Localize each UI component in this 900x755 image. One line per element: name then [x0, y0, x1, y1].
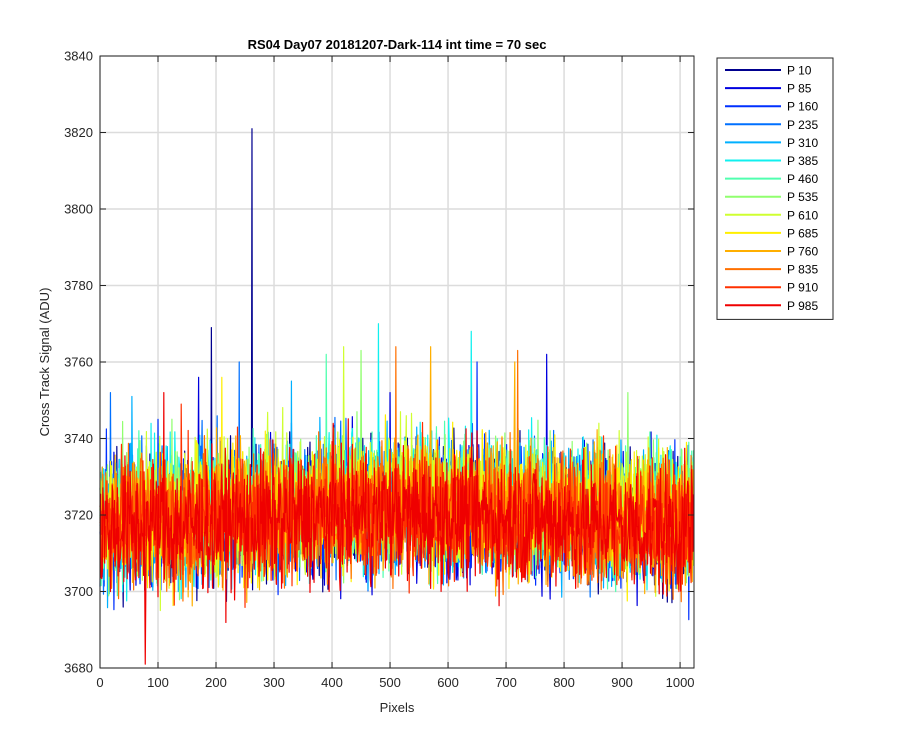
x-tick-label: 400	[321, 675, 343, 690]
legend-label: P 610	[787, 208, 818, 222]
legend-box	[716, 57, 834, 320]
legend: P 10 P 85 P 160 P 235 P 310 P 385 P 460 P 535 P …	[716, 57, 834, 320]
x-tick-label: 700	[495, 675, 517, 690]
legend-label: P 685	[787, 226, 818, 240]
legend-label: P 835	[787, 263, 818, 277]
x-tick-label: 100	[147, 675, 169, 690]
y-tick-label: 3840	[64, 49, 93, 64]
x-tick-label: 500	[379, 675, 401, 690]
y-tick-label: 3740	[64, 431, 93, 446]
legend-label: P 910	[787, 281, 818, 295]
chart-title: RS04 Day07 20181207-Dark-114 int time = …	[248, 37, 547, 52]
x-tick-label: 1000	[666, 675, 695, 690]
y-tick-label: 3800	[64, 202, 93, 217]
legend-label: P 85	[787, 82, 812, 96]
legend-label: P 310	[787, 136, 818, 150]
x-tick-label: 200	[205, 675, 227, 690]
x-tick-label: 900	[611, 675, 633, 690]
x-axis-label: Pixels	[380, 700, 415, 715]
y-axis-label: Cross Track Signal (ADU)	[37, 288, 52, 437]
legend-label: P 535	[787, 190, 818, 204]
ticks: 0 100 200 300 400 500 600 700 800 900 1000 3680 3700…	[64, 49, 694, 691]
x-tick-label: 600	[437, 675, 459, 690]
legend-label: P 985	[787, 299, 818, 313]
x-tick-label: 0	[96, 675, 103, 690]
legend-label: P 160	[787, 100, 818, 114]
x-tick-label: 300	[263, 675, 285, 690]
y-tick-label: 3720	[64, 508, 93, 523]
legend-label: P 235	[787, 118, 818, 132]
legend-label: P 10	[787, 64, 812, 78]
plot-area	[99, 128, 695, 665]
legend-label: P 385	[787, 154, 818, 168]
y-tick-label: 3700	[64, 584, 93, 599]
legend-label: P 460	[787, 172, 818, 186]
y-tick-label: 3780	[64, 278, 93, 293]
y-tick-label: 3760	[64, 355, 93, 370]
legend-label: P 760	[787, 245, 818, 259]
x-tick-label: 800	[553, 675, 575, 690]
series-line-p-985	[99, 392, 695, 665]
y-tick-label: 3820	[64, 125, 93, 140]
y-tick-label: 3680	[64, 661, 93, 676]
